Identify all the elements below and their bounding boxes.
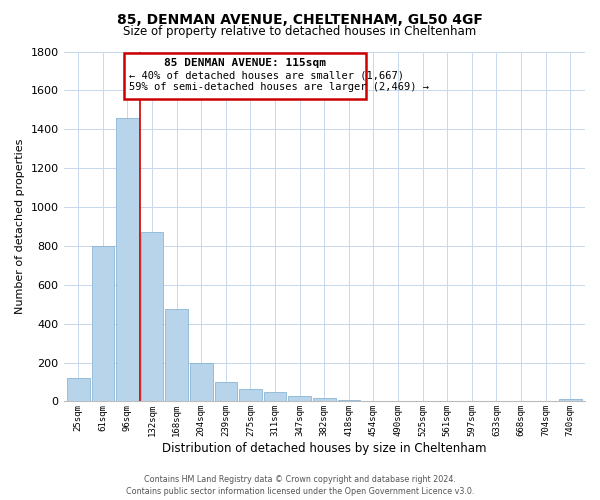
Text: 85 DENMAN AVENUE: 115sqm: 85 DENMAN AVENUE: 115sqm bbox=[164, 58, 326, 68]
Bar bbox=[92, 246, 114, 402]
Bar bbox=[362, 401, 385, 402]
FancyBboxPatch shape bbox=[124, 53, 366, 98]
Bar bbox=[116, 118, 139, 402]
Bar bbox=[264, 392, 286, 402]
Bar bbox=[559, 400, 581, 402]
Text: Size of property relative to detached houses in Cheltenham: Size of property relative to detached ho… bbox=[124, 25, 476, 38]
Bar bbox=[141, 232, 163, 402]
Bar bbox=[239, 389, 262, 402]
Title: 85, DENMAN AVENUE, CHELTENHAM, GL50 4GF
Size of property relative to detached ho: 85, DENMAN AVENUE, CHELTENHAM, GL50 4GF … bbox=[0, 499, 1, 500]
Bar bbox=[313, 398, 335, 402]
Text: 59% of semi-detached houses are larger (2,469) →: 59% of semi-detached houses are larger (… bbox=[129, 82, 429, 92]
Bar bbox=[166, 309, 188, 402]
Text: 85, DENMAN AVENUE, CHELTENHAM, GL50 4GF: 85, DENMAN AVENUE, CHELTENHAM, GL50 4GF bbox=[117, 12, 483, 26]
Text: ← 40% of detached houses are smaller (1,667): ← 40% of detached houses are smaller (1,… bbox=[129, 70, 404, 80]
X-axis label: Distribution of detached houses by size in Cheltenham: Distribution of detached houses by size … bbox=[162, 442, 487, 455]
Bar bbox=[338, 400, 360, 402]
Bar bbox=[190, 362, 212, 402]
Text: Contains HM Land Registry data © Crown copyright and database right 2024.
Contai: Contains HM Land Registry data © Crown c… bbox=[126, 474, 474, 496]
Bar bbox=[215, 382, 237, 402]
Y-axis label: Number of detached properties: Number of detached properties bbox=[15, 139, 25, 314]
Bar bbox=[289, 396, 311, 402]
Bar bbox=[67, 378, 89, 402]
